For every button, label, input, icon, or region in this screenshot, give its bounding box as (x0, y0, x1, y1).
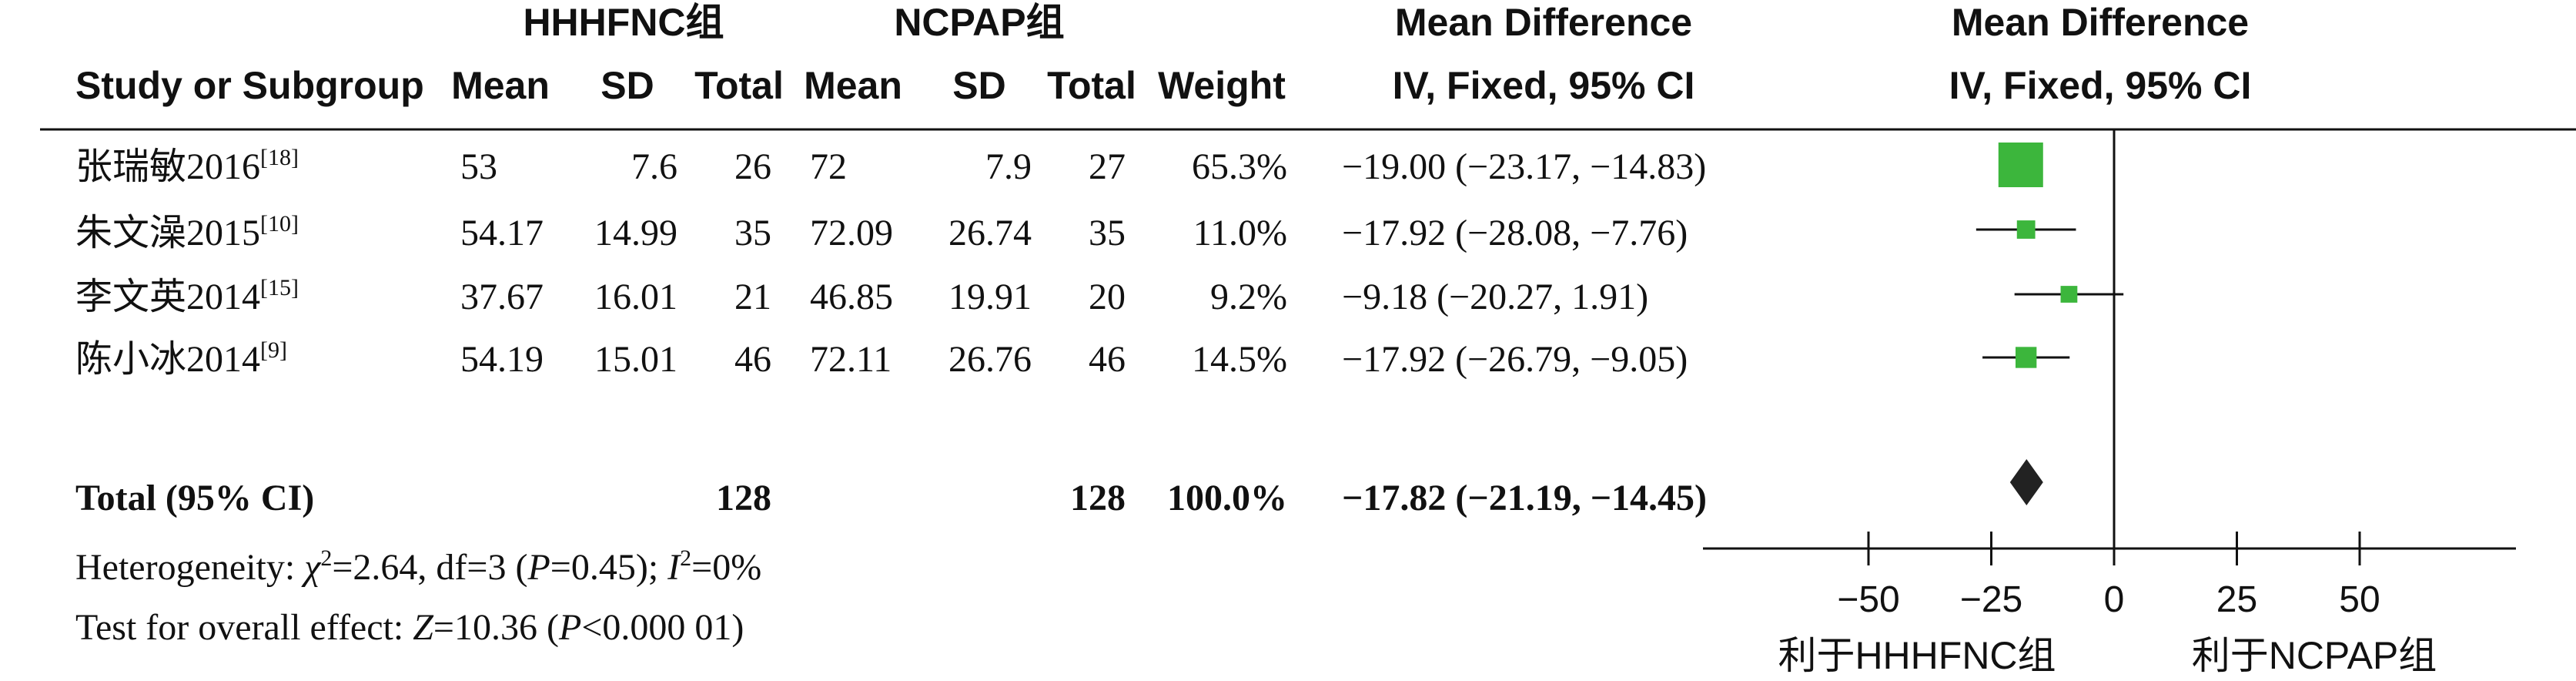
row-n1: 46 (734, 339, 771, 380)
row-sd2: 19.91 (948, 277, 1032, 317)
row-sd2: 26.76 (948, 339, 1032, 380)
col-mean-2: Mean (804, 64, 902, 107)
total-n1: 128 (716, 478, 771, 518)
row-n2: 46 (1089, 339, 1126, 380)
row-sd1: 16.01 (594, 277, 677, 317)
row-n1: 35 (734, 213, 771, 253)
col-total-1: Total (694, 64, 784, 107)
row-sd1: 14.99 (594, 213, 677, 253)
row-m1: 54.19 (460, 339, 544, 380)
plot-title: Mean Difference (1952, 1, 2249, 44)
row-n2: 35 (1089, 213, 1126, 253)
row-weight: 11.0% (1193, 213, 1287, 253)
row-m2: 72 (810, 146, 847, 187)
x-tick-label: 50 (2339, 579, 2380, 620)
row-m1: 37.67 (460, 277, 544, 317)
row-sd1: 7.6 (631, 146, 677, 187)
row-n2: 20 (1089, 277, 1126, 317)
col-mean-1: Mean (451, 64, 550, 107)
pooled-diamond (2009, 459, 2043, 505)
study-marker (2060, 286, 2078, 303)
x-tick-label: 0 (2104, 579, 2125, 620)
row-study-name: 朱文澡2015[10] (75, 211, 299, 253)
row-ci: −19.00 (−23.17, −14.83) (1342, 146, 1706, 187)
row-m1: 53 (460, 146, 497, 187)
row-m1: 54.17 (460, 213, 544, 253)
row-n1: 26 (734, 146, 771, 187)
row-sd2: 7.9 (985, 146, 1032, 187)
row-m2: 72.09 (810, 213, 893, 253)
row-ci: −17.92 (−26.79, −9.05) (1342, 339, 1688, 380)
x-tick-label: −25 (1960, 579, 2022, 620)
row-study-name: 张瑞敏2016[18] (75, 145, 299, 187)
plot-method: IV, Fixed, 95% CI (1949, 64, 2252, 107)
row-weight: 14.5% (1192, 339, 1287, 380)
col-weight: Weight (1158, 64, 1286, 107)
overall-effect-text: Test for overall effect: Z=10.36 (P<0.00… (75, 607, 744, 648)
row-weight: 65.3% (1192, 146, 1287, 187)
study-marker (1998, 143, 2043, 187)
heterogeneity-text: Heterogeneity: χ2=2.64, df=3 (P=0.45); I… (75, 545, 761, 588)
col-sd-2: SD (952, 64, 1005, 107)
row-m2: 72.11 (810, 339, 892, 380)
favours-right: 利于NCPAP组 (2192, 634, 2437, 677)
md-title: Mean Difference (1395, 1, 1692, 44)
x-tick-label: −50 (1837, 579, 1899, 620)
favours-left: 利于HHHFNC组 (1778, 634, 2056, 677)
md-method: IV, Fixed, 95% CI (1393, 64, 1695, 107)
study-marker (2016, 347, 2037, 368)
row-n2: 27 (1089, 146, 1126, 187)
total-weight: 100.0% (1167, 478, 1287, 518)
col-study: Study or Subgroup (75, 64, 424, 107)
study-rows: 张瑞敏2016[18] 53 7.6 26 72 7.9 27 65.3% −19.00 (−2… (75, 145, 1706, 380)
row-sd1: 15.01 (594, 339, 677, 380)
x-tick-label: 25 (2216, 579, 2257, 620)
total-label: Total (95% CI) (75, 478, 314, 518)
row-ci: −9.18 (−20.27, 1.91) (1342, 277, 1648, 317)
study-marker (2016, 220, 2036, 239)
total-n2: 128 (1070, 478, 1126, 518)
col-total-2: Total (1047, 64, 1136, 107)
row-m2: 46.85 (810, 277, 893, 317)
row-ci: −17.92 (−28.08, −7.76) (1342, 213, 1688, 253)
row-sd2: 26.74 (948, 213, 1032, 253)
group1-header: HHHFNC组 (523, 1, 724, 44)
group2-header: NCPAP组 (894, 1, 1064, 44)
total-ci: −17.82 (−21.19, −14.45) (1342, 478, 1707, 518)
forest-plot-area: −50 −25 0 25 50 (1703, 129, 2516, 620)
row-n1: 21 (734, 277, 771, 317)
col-sd-1: SD (601, 64, 654, 107)
row-study-name: 陈小冰2014[9] (75, 337, 287, 380)
row-weight: 9.2% (1210, 277, 1287, 317)
row-study-name: 李文英2014[15] (75, 275, 299, 317)
